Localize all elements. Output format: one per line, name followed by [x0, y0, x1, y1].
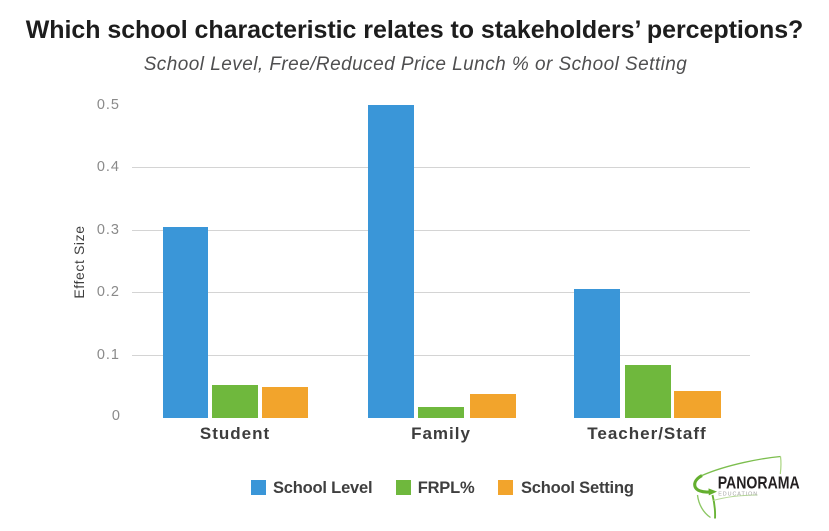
- svg-text:PANORAMA: PANORAMA: [718, 473, 800, 493]
- svg-text:EDUCATION: EDUCATION: [718, 491, 757, 497]
